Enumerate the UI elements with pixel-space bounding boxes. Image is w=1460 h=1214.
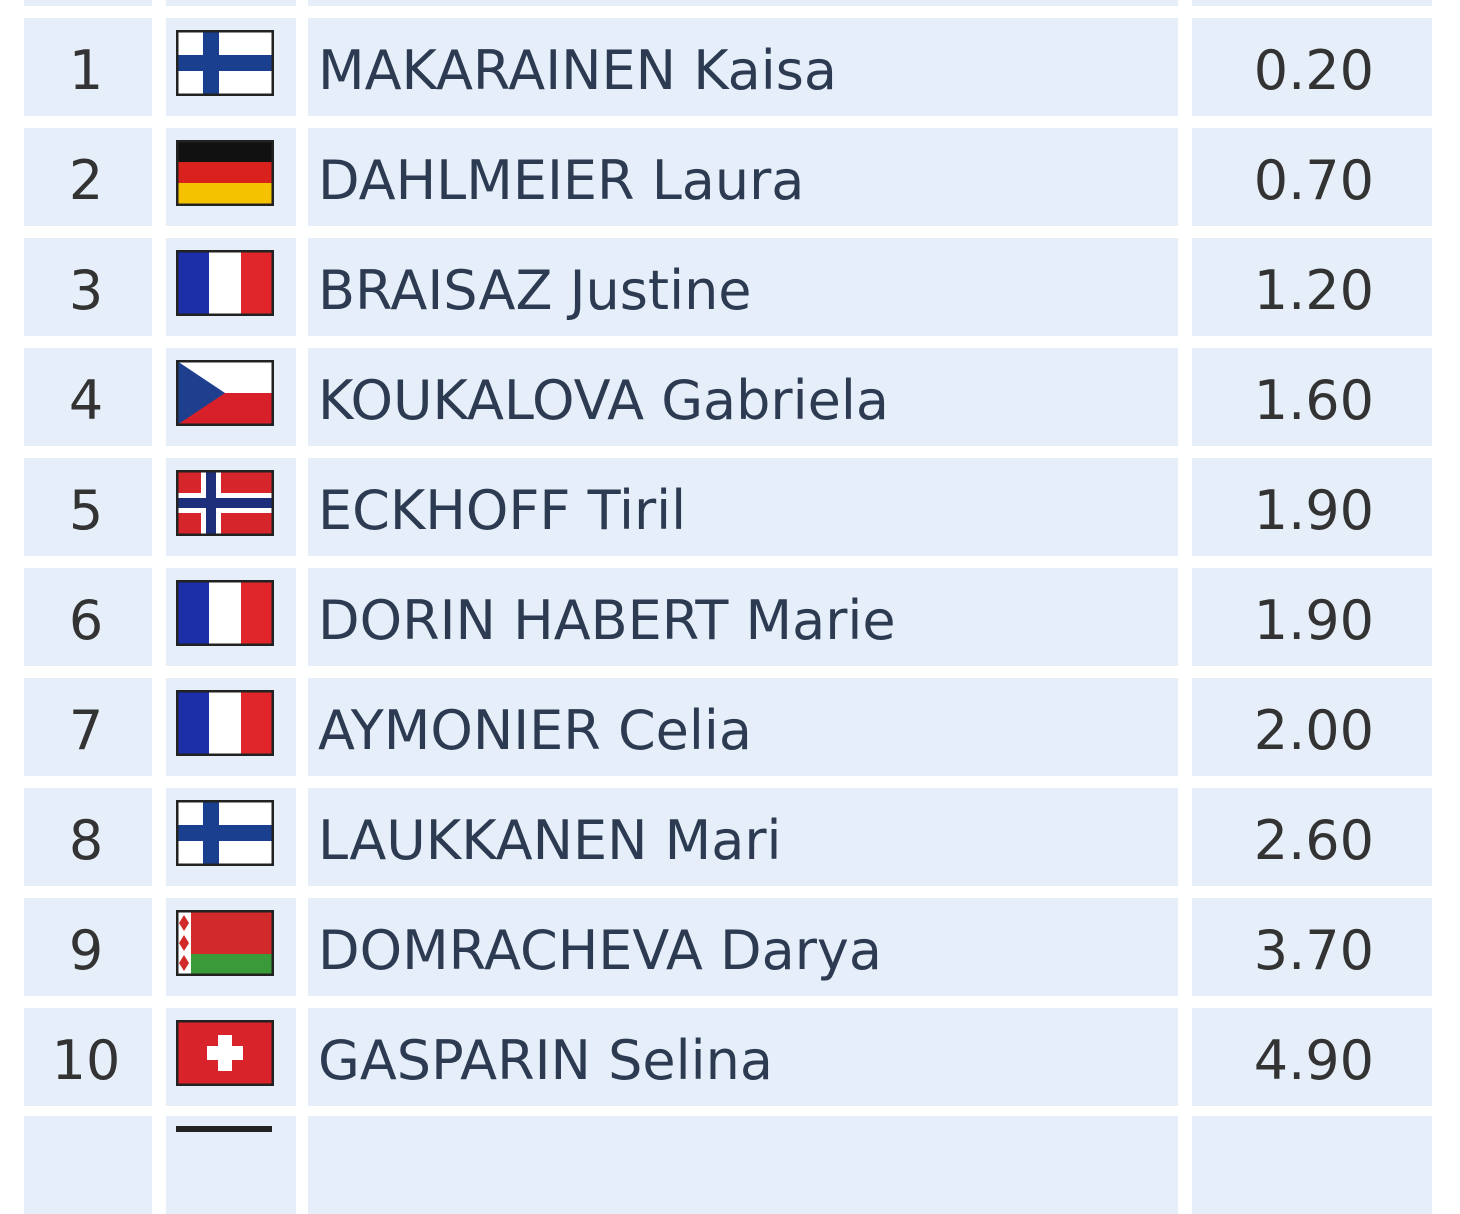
rank-cell: 8 (24, 788, 152, 886)
table-row: 7 AYMONIER Celia 2.00 (0, 678, 1460, 776)
table-row: 8 LAUKKANEN Mari 2.60 (0, 788, 1460, 886)
athlete-name: KOUKALOVA Gabriela (318, 369, 889, 432)
athlete-name: MAKARAINEN Kaisa (318, 39, 837, 102)
flag-cell (166, 348, 296, 446)
athlete-name: DAHLMEIER Laura (318, 149, 805, 212)
athlete-name: ECKHOFF Tiril (318, 479, 687, 542)
value-cell: 1.60 (1192, 348, 1432, 446)
rank: 3 (68, 259, 104, 322)
flag-icon (176, 360, 274, 426)
name-cell: BRAISAZ Justine (308, 238, 1178, 336)
rank-cell: 6 (24, 568, 152, 666)
time-behind: 1.90 (1253, 479, 1374, 542)
table-row: 2 DAHLMEIER Laura 0.70 (0, 128, 1460, 226)
flag-icon (176, 1020, 274, 1086)
time-behind: 0.70 (1253, 149, 1374, 212)
table-row: 3 BRAISAZ Justine 1.20 (0, 238, 1460, 336)
rank-cell: 4 (24, 348, 152, 446)
rank-cell: 10 (24, 1008, 152, 1106)
flag-icon (176, 470, 274, 536)
table-row: 9 DOMRACHEVA Darya 3.70 (0, 898, 1460, 996)
flag-cell (166, 898, 296, 996)
name-cell: AYMONIER Celia (308, 678, 1178, 776)
athlete-name: LAUKKANEN Mari (318, 809, 782, 872)
flag-cell (166, 458, 296, 556)
flag-cell (166, 678, 296, 776)
athlete-name: AYMONIER Celia (318, 699, 752, 762)
value-cell: 2.60 (1192, 788, 1432, 886)
value-cell: 2.00 (1192, 678, 1432, 776)
flag-icon (176, 910, 274, 976)
flag-icon (176, 800, 274, 866)
name-cell: MAKARAINEN Kaisa (308, 18, 1178, 116)
rank: 7 (68, 699, 104, 762)
rank: 2 (68, 149, 104, 212)
time-behind: 3.70 (1253, 919, 1374, 982)
name-cell: GASPARIN Selina (308, 1008, 1178, 1106)
flag-cell (166, 128, 296, 226)
flag-icon (176, 140, 274, 206)
value-cell: 1.90 (1192, 458, 1432, 556)
table-row: 6 DORIN HABERT Marie 1.90 (0, 568, 1460, 666)
value-cell: 0.70 (1192, 128, 1432, 226)
time-behind: 1.90 (1253, 589, 1374, 652)
rank: 8 (68, 809, 104, 872)
flag-icon (176, 690, 274, 756)
flag-icon (176, 580, 274, 646)
time-behind: 1.20 (1253, 259, 1374, 322)
table-row: 5 ECKHOFF Tiril 1.90 (0, 458, 1460, 556)
table-row: 1 MAKARAINEN Kaisa 0.20 (0, 18, 1460, 116)
flag-icon (176, 30, 274, 96)
name-cell: ECKHOFF Tiril (308, 458, 1178, 556)
time-behind: 0.20 (1253, 39, 1374, 102)
athlete-name: BRAISAZ Justine (318, 259, 752, 322)
name-cell: LAUKKANEN Mari (308, 788, 1178, 886)
name-cell: KOUKALOVA Gabriela (308, 348, 1178, 446)
rank: 5 (68, 479, 104, 542)
rank-cell: 7 (24, 678, 152, 776)
time-behind: 4.90 (1253, 1029, 1374, 1092)
rank: 1 (68, 39, 104, 102)
time-behind: 1.60 (1253, 369, 1374, 432)
rank: 4 (68, 369, 104, 432)
athlete-name: GASPARIN Selina (318, 1029, 773, 1092)
flag-cell (166, 18, 296, 116)
rank-cell: 3 (24, 238, 152, 336)
flag-icon (176, 250, 274, 316)
name-cell: DOMRACHEVA Darya (308, 898, 1178, 996)
rank-cell: 9 (24, 898, 152, 996)
name-cell: DORIN HABERT Marie (308, 568, 1178, 666)
time-behind: 2.00 (1253, 699, 1374, 762)
flag-cell (166, 568, 296, 666)
rank: 6 (68, 589, 104, 652)
rank-cell: 1 (24, 18, 152, 116)
table-row: 4 KOUKALOVA Gabriela 1.60 (0, 348, 1460, 446)
rank-cell: 5 (24, 458, 152, 556)
value-cell: 1.20 (1192, 238, 1432, 336)
time-behind: 2.60 (1253, 809, 1374, 872)
partial-row (0, 0, 1460, 6)
flag-cell (166, 788, 296, 886)
value-cell: 4.90 (1192, 1008, 1432, 1106)
athlete-name: DOMRACHEVA Darya (318, 919, 882, 982)
table-row: 10 GASPARIN Selina 4.90 (0, 1008, 1460, 1106)
value-cell: 3.70 (1192, 898, 1432, 996)
rank-cell: 2 (24, 128, 152, 226)
rank: 10 (51, 1029, 121, 1092)
value-cell: 1.90 (1192, 568, 1432, 666)
flag-cell (166, 1008, 296, 1106)
value-cell: 0.20 (1192, 18, 1432, 116)
rank: 9 (68, 919, 104, 982)
flag-cell (166, 238, 296, 336)
athlete-name: DORIN HABERT Marie (318, 589, 896, 652)
name-cell: DAHLMEIER Laura (308, 128, 1178, 226)
